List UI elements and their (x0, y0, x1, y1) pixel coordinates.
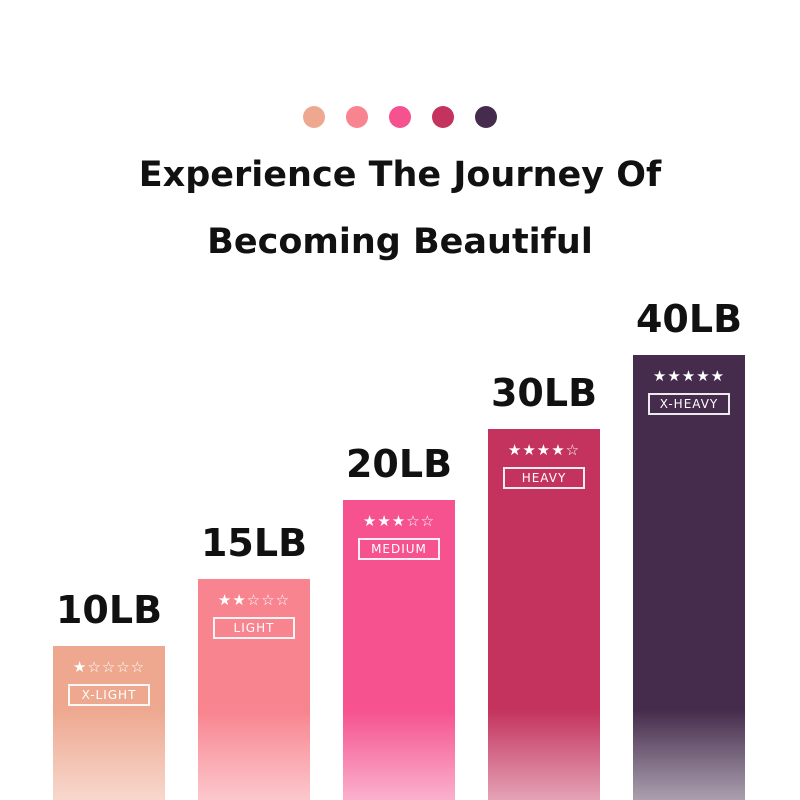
weight-label: 40LB (635, 297, 743, 341)
weight-label: 15LB (200, 521, 308, 565)
color-dot (432, 106, 454, 128)
band-bar: ★★☆☆☆ LIGHT (198, 579, 310, 800)
rating-stars: ★★★★★ (652, 367, 726, 385)
rating-stars: ★★★☆☆ (362, 512, 436, 530)
rating-stars: ★★★★☆ (507, 441, 581, 459)
headline-line-2: Becoming Beautiful (207, 222, 593, 262)
color-dot (346, 106, 368, 128)
weight-label: 10LB (55, 588, 163, 632)
weight-label: 30LB (490, 371, 598, 415)
level-badge: X-LIGHT (68, 684, 150, 706)
color-dot (389, 106, 411, 128)
band-bar: ★★★★☆ HEAVY (488, 429, 600, 800)
level-badge: LIGHT (213, 617, 295, 639)
rating-stars: ★☆☆☆☆ (72, 658, 146, 676)
band-bar: ★★★☆☆ MEDIUM (343, 500, 455, 800)
headline-line-1: Experience The Journey Of (138, 155, 662, 195)
level-badge: HEAVY (503, 467, 585, 489)
band-bar: ★☆☆☆☆ X-LIGHT (53, 646, 165, 800)
level-badge: MEDIUM (358, 538, 440, 560)
band-bar: ★★★★★ X-HEAVY (633, 355, 745, 800)
color-dot (475, 106, 497, 128)
color-dot (303, 106, 325, 128)
level-badge: X-HEAVY (648, 393, 730, 415)
color-dots (0, 106, 800, 128)
weight-label: 20LB (345, 442, 453, 486)
rating-stars: ★★☆☆☆ (217, 591, 291, 609)
